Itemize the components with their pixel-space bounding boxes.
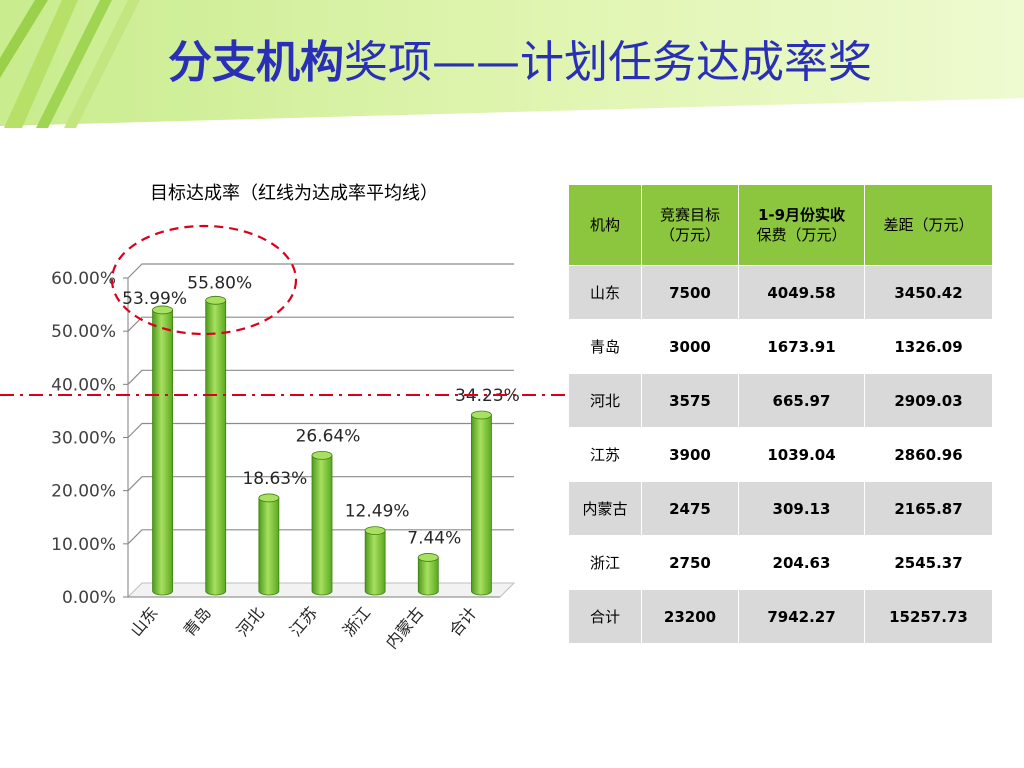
- bar: [417, 557, 439, 596]
- bar-top: [152, 305, 173, 315]
- cell-target: 2750: [641, 535, 739, 590]
- cell-org: 山东: [568, 265, 642, 320]
- cell-target: 7500: [641, 265, 739, 320]
- gridline: [127, 476, 514, 492]
- cell-gap: 3450.42: [864, 265, 993, 320]
- header-org: 机构: [568, 184, 642, 266]
- cell-premium: 204.63: [738, 535, 865, 590]
- premium-table: 机构 竞赛目标 （万元） 1-9月份实收 保费（万元） 差距（万元） 山东 7500…: [568, 184, 993, 644]
- bar: [258, 497, 280, 596]
- cell-target: 23200: [641, 589, 739, 644]
- header-premium: 1-9月份实收 保费（万元）: [738, 184, 865, 266]
- bar-top: [205, 295, 227, 305]
- slide-title-rest: 奖项——计划任务达成率奖: [344, 37, 872, 88]
- cell-premium: 665.97: [738, 373, 865, 428]
- cell-gap: 2860.96: [864, 427, 993, 482]
- y-tick-label: 0.00%: [62, 588, 116, 608]
- cell-gap: 2909.03: [864, 373, 993, 428]
- gridline: [127, 263, 514, 279]
- cell-target: 3900: [641, 427, 739, 482]
- gridline: [127, 369, 514, 385]
- gridline: [127, 422, 514, 438]
- cell-target: 3575: [641, 373, 739, 428]
- table-row: 江苏 3900 1039.04 2860.96: [568, 427, 993, 482]
- bar: [471, 414, 492, 596]
- bar-top: [471, 410, 492, 420]
- y-tick-label: 20.00%: [51, 482, 116, 502]
- cell-org: 内蒙古: [568, 481, 642, 536]
- data-label: 12.49%: [345, 502, 410, 522]
- bar: [364, 530, 386, 596]
- cell-org: 青岛: [568, 319, 642, 374]
- data-label: 7.44%: [407, 528, 461, 548]
- cell-target: 2475: [641, 481, 739, 536]
- bar: [311, 454, 333, 596]
- cell-org: 浙江: [568, 535, 642, 590]
- bar-chart: 0.00% 10.00% 20.00% 30.00% 40.00% 50.00% 60.00…: [0, 224, 568, 652]
- cell-premium: 1039.04: [738, 427, 865, 482]
- cell-premium: 309.13: [738, 481, 865, 536]
- cell-org: 江苏: [568, 427, 642, 482]
- cell-gap: 2165.87: [864, 481, 993, 536]
- table-row: 合计 23200 7942.27 15257.73: [568, 589, 993, 644]
- table-row: 山东 7500 4049.58 3450.42: [568, 265, 993, 320]
- table-row: 河北 3575 665.97 2909.03: [568, 373, 993, 428]
- cell-premium: 1673.91: [738, 319, 865, 374]
- bar: [152, 309, 173, 596]
- title-banner-background: [0, 0, 1024, 130]
- table-row: 浙江 2750 204.63 2545.37: [568, 535, 993, 590]
- cell-gap: 1326.09: [864, 319, 993, 374]
- x-tick-label: 浙江: [339, 603, 374, 640]
- data-label: 18.63%: [242, 469, 307, 489]
- y-tick-label: 30.00%: [51, 429, 116, 449]
- y-tick-label: 60.00%: [51, 269, 116, 289]
- cell-premium: 4049.58: [738, 265, 865, 320]
- x-tick-label: 合计: [445, 603, 480, 640]
- bar-top: [364, 526, 386, 535]
- slide-title: 分支机构奖项——计划任务达成率奖: [168, 28, 1008, 98]
- gridline: [127, 529, 514, 545]
- x-tick-label: 内蒙古: [382, 603, 427, 652]
- bar-top: [311, 450, 333, 460]
- x-tick-label: 青岛: [180, 603, 215, 640]
- data-label: 34.23%: [455, 386, 520, 406]
- bar: [205, 299, 227, 596]
- cell-gap: 15257.73: [864, 589, 993, 644]
- header-gap: 差距（万元）: [864, 184, 993, 266]
- highlight-circle: [110, 224, 298, 336]
- data-label: 26.64%: [296, 426, 361, 446]
- cell-target: 3000: [641, 319, 739, 374]
- cell-org: 合计: [568, 589, 642, 644]
- table-row: 青岛 3000 1673.91 1326.09: [568, 319, 993, 374]
- y-tick-label: 40.00%: [51, 375, 116, 395]
- y-tick-label: 10.00%: [51, 535, 116, 555]
- data-label: 55.80%: [187, 273, 252, 293]
- x-tick-label: 江苏: [286, 603, 321, 640]
- cell-org: 河北: [568, 373, 642, 428]
- x-tick-label: 河北: [233, 603, 268, 640]
- gridline: [127, 316, 514, 332]
- y-tick-label: 50.00%: [51, 322, 116, 342]
- x-tick-label: 山东: [127, 603, 162, 640]
- table-header-row: 机构 竞赛目标 （万元） 1-9月份实收 保费（万元） 差距（万元）: [568, 184, 993, 266]
- slide-title-bold: 分支机构: [168, 37, 344, 88]
- cell-gap: 2545.37: [864, 535, 993, 590]
- header-target: 竞赛目标 （万元）: [641, 184, 739, 266]
- chart-title: 目标达成率（红线为达成率平均线）: [150, 183, 438, 204]
- cell-premium: 7942.27: [738, 589, 865, 644]
- bar-top: [258, 493, 280, 503]
- data-label: 53.99%: [122, 289, 187, 309]
- bar-top: [417, 553, 439, 562]
- table-row: 内蒙古 2475 309.13 2165.87: [568, 481, 993, 536]
